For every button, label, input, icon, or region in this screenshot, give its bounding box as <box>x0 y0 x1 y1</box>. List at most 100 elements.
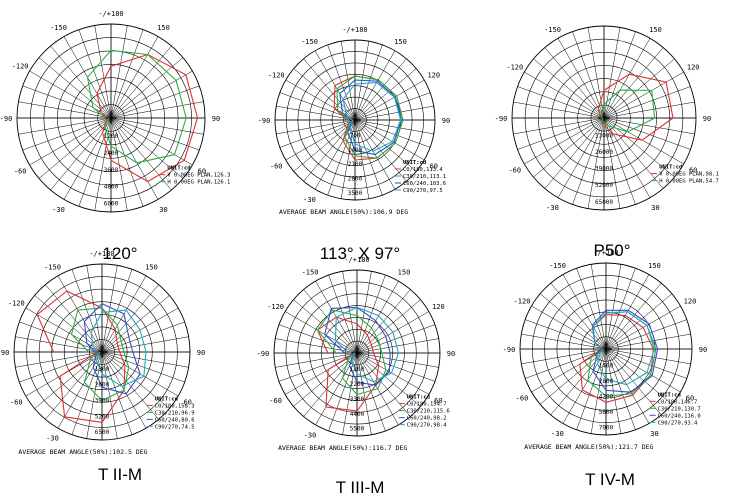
angle-label: -120 <box>506 64 523 72</box>
radial-value-label: 65000 <box>595 199 613 206</box>
grid-spoke <box>19 321 103 353</box>
legend-entry: C30/210,130.7 <box>658 406 701 412</box>
angle-label: 90 <box>442 117 450 125</box>
grid-spoke <box>590 348 607 434</box>
angle-label: -150 <box>44 263 61 271</box>
distribution-curve <box>36 290 126 423</box>
angle-label: 30 <box>159 206 167 214</box>
angle-label: -/+180 <box>344 256 369 264</box>
grid-spoke <box>110 45 172 119</box>
grid-spoke <box>603 58 675 119</box>
beam-angle-text: AVERAGE BEAM ANGLE(50%):121.7 DEG <box>524 443 653 451</box>
grid-spoke <box>110 117 144 207</box>
angle-label: -150 <box>549 262 566 270</box>
unit-label: UNIT:cd <box>407 395 430 401</box>
grid-spoke <box>101 265 118 353</box>
grid-spoke <box>110 29 144 119</box>
grid-spoke <box>327 119 356 196</box>
grid-spoke <box>605 348 636 430</box>
radial-value-label: 1200 <box>104 133 119 140</box>
grid-spoke <box>576 348 607 430</box>
grid-spoke <box>603 117 695 135</box>
diagram-caption: T IV-M <box>585 470 635 489</box>
grid-spoke <box>110 117 128 211</box>
grid-spoke <box>15 336 103 353</box>
center-zero-label: 0 <box>353 112 357 119</box>
diagram-caption: 120° <box>102 244 138 263</box>
angle-label: 150 <box>145 263 158 271</box>
legend-entry: C60/240,98.2 <box>407 416 447 422</box>
grid-spoke <box>513 117 605 135</box>
grid-spoke <box>605 268 636 350</box>
radial-value-label: 1400 <box>348 147 363 154</box>
angle-label: -30 <box>546 204 559 212</box>
grid-spoke <box>356 352 430 395</box>
grid-spoke <box>275 338 358 354</box>
grid-spoke <box>603 117 691 150</box>
angle-label: -60 <box>516 395 529 403</box>
grid-spoke <box>279 119 356 148</box>
diagram-caption: T II-M <box>97 465 143 484</box>
legend-entry: H 0.00EG PLAN,126.1 <box>167 180 230 186</box>
grid-spoke <box>284 311 358 354</box>
distribution-curve <box>83 303 141 395</box>
grid-spoke <box>356 274 386 354</box>
grid-spoke <box>101 351 185 383</box>
grid-spoke <box>354 58 407 121</box>
grid-spoke <box>603 27 621 119</box>
radial-value-label: 5200 <box>95 413 110 420</box>
grid-spoke <box>356 352 439 368</box>
angle-label: 120 <box>432 303 445 311</box>
radial-value-label: 7000 <box>599 424 614 431</box>
grid-spoke <box>557 117 605 198</box>
grid-spoke <box>605 348 687 379</box>
angle-label: 90 <box>212 115 220 123</box>
legend-entry: C90/270,74.5 <box>155 424 195 430</box>
angle-label: 60 <box>430 163 438 171</box>
grid-spoke <box>533 58 605 119</box>
grid-spoke <box>354 119 425 161</box>
grid-spoke <box>354 119 434 135</box>
grid-spoke <box>356 338 439 354</box>
grid-spoke <box>562 274 607 350</box>
grid-spoke <box>275 352 358 368</box>
grid-spoke <box>544 117 605 189</box>
grid-spoke <box>110 117 204 135</box>
grid-spoke <box>101 321 185 353</box>
beam-angle-text: AVERAGE BEAM ANGLE(50%):116.7 DEG <box>278 444 407 452</box>
grid-spoke <box>356 324 436 354</box>
grid-spoke <box>303 352 358 417</box>
grid-spoke <box>22 85 112 119</box>
grid-spoke <box>15 351 103 368</box>
angle-label: 150 <box>398 269 411 277</box>
legend-entry: C90/270,93.4 <box>658 420 698 426</box>
grid-spoke <box>605 293 673 350</box>
grid-spoke <box>605 348 691 365</box>
unit-label: UNIT:cd <box>659 165 682 171</box>
grid-spoke <box>57 351 103 429</box>
legend-entry: C90/270,98.4 <box>407 423 447 429</box>
angle-label: -60 <box>269 397 282 405</box>
grid-spoke <box>603 31 636 119</box>
radial-value-label: 3300 <box>350 396 365 403</box>
radial-value-label: 1400 <box>599 363 614 370</box>
radial-value-label: 52000 <box>595 182 613 189</box>
distribution-curve <box>96 53 199 183</box>
grid-spoke <box>572 31 605 119</box>
angle-label: 90 <box>703 115 711 123</box>
legend-entry: C90/270,97.5 <box>403 188 443 194</box>
angle-label: -90 <box>0 115 12 123</box>
angle-label: -120 <box>8 300 25 308</box>
grid-spoke <box>524 117 605 165</box>
grid-spoke <box>101 351 159 420</box>
angle-label: 90 <box>699 346 707 354</box>
radial-value-label: 26000 <box>595 149 613 156</box>
grid-spoke <box>603 86 691 119</box>
grid-spoke <box>110 117 193 166</box>
grid-spoke <box>356 352 421 407</box>
grid-spoke <box>603 47 664 119</box>
distribution-curve <box>592 311 655 386</box>
grid-spoke <box>45 351 103 420</box>
distribution-curve <box>339 79 402 156</box>
